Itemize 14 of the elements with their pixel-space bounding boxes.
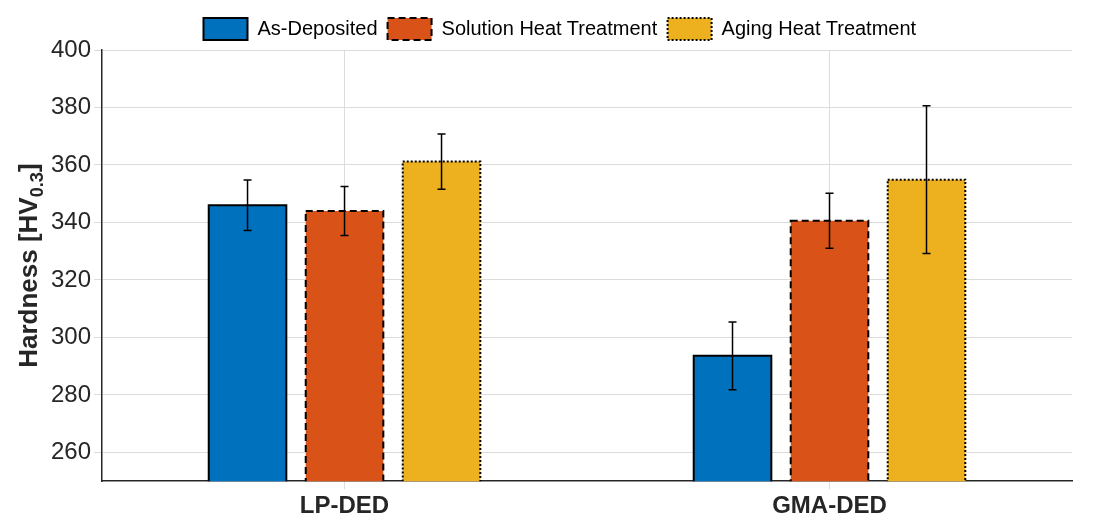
legend-label: Aging Heat Treatment: [721, 16, 917, 39]
x-tick-label: GMA-DED: [772, 491, 887, 519]
y-tick-label: 260: [51, 437, 92, 465]
y-tick-label: 280: [51, 379, 92, 407]
y-tick-label: 400: [51, 34, 92, 62]
legend-label: Solution Heat Treatment: [441, 16, 658, 39]
x-tick-label: LP-DED: [299, 491, 390, 519]
y-tick-label: 360: [51, 149, 92, 177]
y-axis-title: Hardness [HV0.3]: [13, 163, 47, 368]
y-tick-label: 300: [51, 322, 92, 350]
y-tick-label: 320: [51, 264, 92, 292]
legend-label: As-Deposited: [257, 16, 378, 39]
y-tick-label: 340: [51, 207, 92, 235]
y-tick-label: 380: [51, 92, 92, 120]
